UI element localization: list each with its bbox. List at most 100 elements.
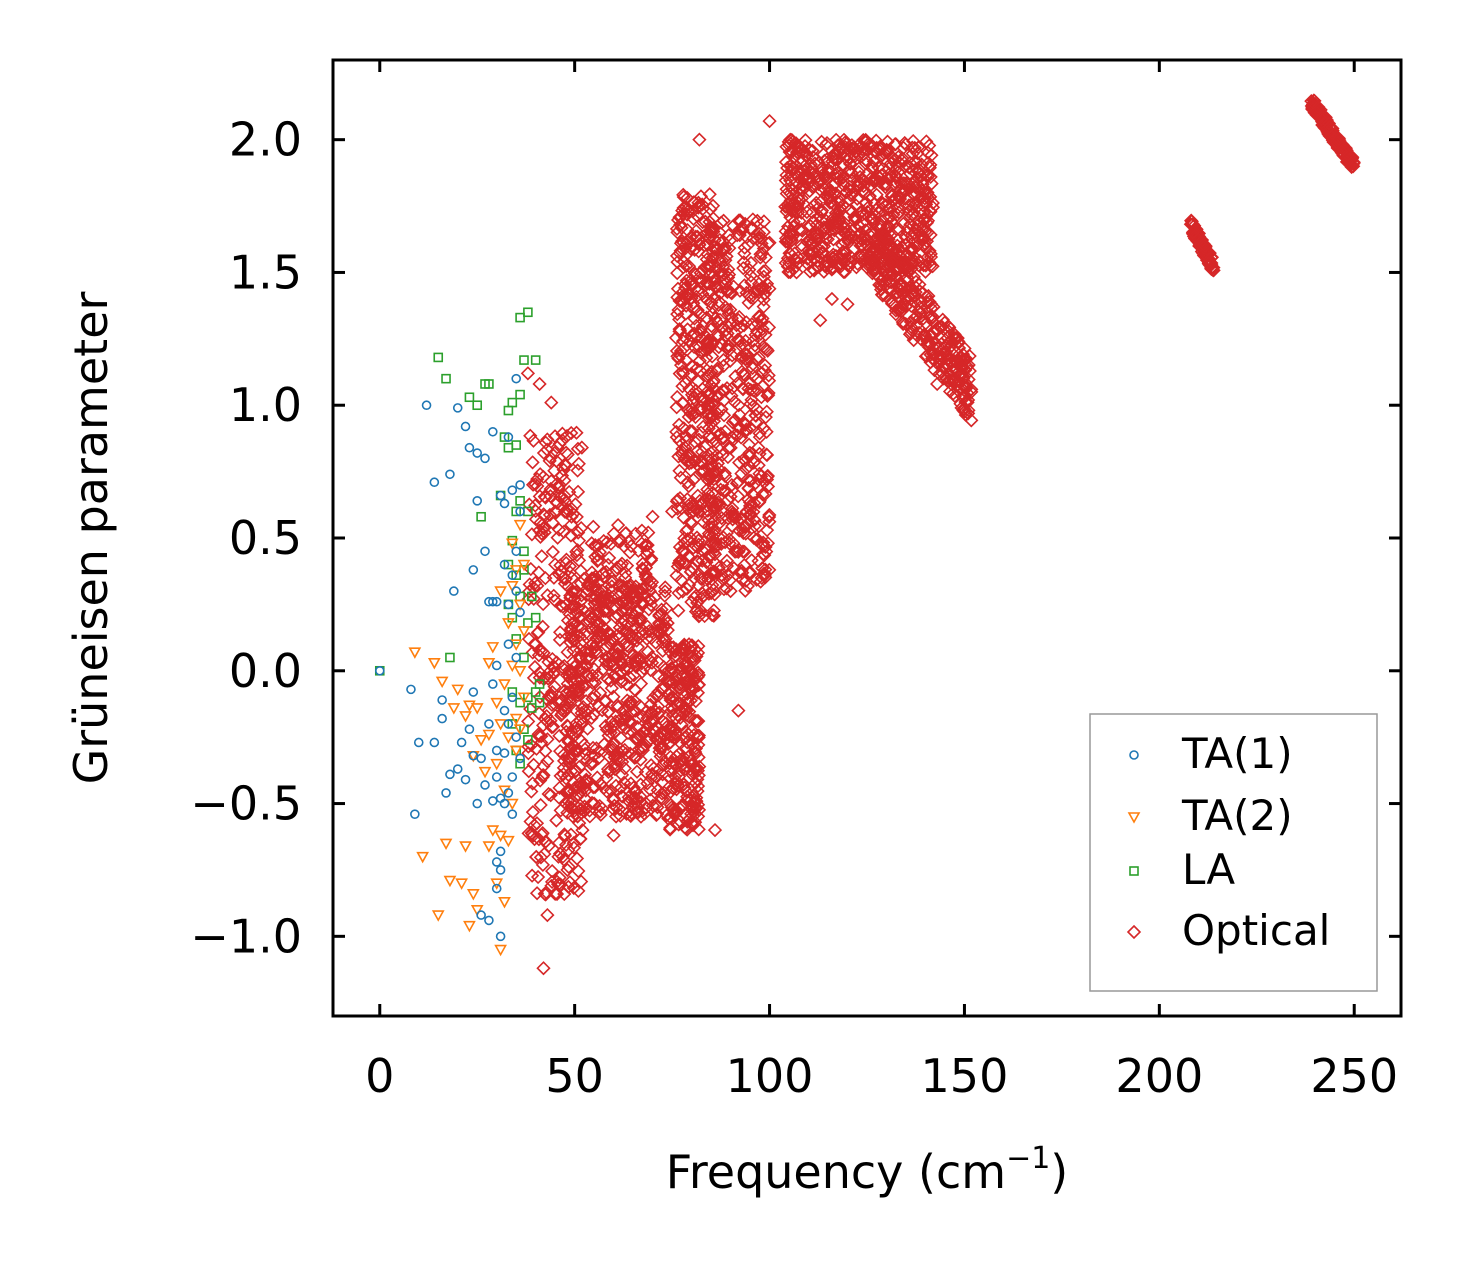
point-optical — [881, 209, 896, 225]
point-optical — [618, 570, 633, 585]
point-ta-2- — [466, 889, 480, 901]
point-ta-1- — [480, 546, 490, 557]
point-optical — [736, 452, 751, 467]
point-optical — [600, 604, 615, 619]
point-optical — [571, 780, 586, 795]
point-optical — [526, 433, 541, 448]
point-optical — [762, 113, 777, 129]
point-la — [519, 355, 529, 365]
point-optical — [577, 737, 592, 752]
point-optical — [691, 714, 706, 729]
point-optical — [617, 742, 632, 758]
point-ta-2- — [498, 785, 511, 797]
point-optical — [603, 673, 618, 688]
point-optical — [920, 225, 936, 240]
point-optical — [715, 571, 730, 587]
point-optical — [669, 248, 685, 264]
point-optical — [748, 476, 763, 491]
point-ta-1- — [507, 570, 518, 580]
point-optical — [692, 339, 707, 354]
point-optical — [569, 743, 584, 758]
point-optical — [701, 569, 716, 585]
point-ta-1- — [511, 652, 521, 663]
point-optical — [571, 456, 586, 471]
point-optical — [802, 175, 817, 190]
point-optical — [658, 611, 673, 626]
point-optical — [663, 685, 679, 700]
point-optical — [712, 312, 728, 327]
point-optical — [569, 544, 584, 559]
point-ta-2- — [517, 626, 531, 638]
point-optical — [643, 578, 658, 593]
point-optical — [721, 228, 736, 243]
point-optical — [657, 588, 672, 603]
point-optical — [1344, 159, 1359, 175]
point-optical — [790, 256, 806, 271]
point-optical — [570, 721, 586, 737]
point-optical — [638, 538, 653, 553]
point-ta-1- — [421, 400, 432, 411]
point-optical — [607, 750, 622, 765]
point-ta-1- — [495, 931, 506, 942]
point-optical — [558, 458, 574, 473]
point-optical — [658, 580, 673, 595]
point-optical — [728, 510, 744, 525]
point-optical — [545, 544, 560, 560]
point-optical — [700, 370, 716, 385]
point-optical — [1197, 238, 1213, 254]
point-optical — [657, 584, 673, 599]
point-optical — [600, 671, 615, 687]
point-optical — [602, 636, 617, 651]
point-ta-1- — [495, 846, 506, 857]
point-optical — [589, 613, 605, 629]
point-optical — [530, 472, 545, 487]
point-optical — [894, 176, 909, 191]
point-optical — [754, 570, 769, 585]
point-optical — [632, 698, 648, 713]
point-optical — [875, 147, 890, 163]
point-optical — [575, 715, 590, 731]
point-optical — [888, 136, 903, 152]
point-optical — [709, 279, 725, 295]
point-optical — [726, 218, 741, 233]
point-optical — [1311, 99, 1326, 115]
point-la — [534, 697, 545, 708]
point-optical — [692, 237, 707, 252]
point-optical — [675, 798, 690, 813]
point-optical — [643, 662, 658, 678]
point-ta-2- — [459, 711, 472, 723]
point-optical — [561, 859, 576, 875]
point-la — [519, 565, 529, 575]
point-optical — [783, 224, 799, 239]
point-optical — [801, 243, 816, 258]
point-optical — [803, 232, 818, 248]
point-optical — [521, 739, 536, 754]
point-ta-1- — [491, 883, 502, 894]
point-optical — [878, 288, 893, 304]
point-optical — [613, 808, 628, 823]
point-optical — [890, 207, 905, 222]
point-optical — [668, 730, 683, 746]
point-optical — [813, 313, 828, 328]
point-optical — [830, 165, 845, 181]
point-optical — [643, 705, 658, 720]
point-optical — [734, 364, 750, 379]
point-ta-2- — [498, 679, 511, 691]
point-optical — [587, 796, 602, 811]
point-optical — [737, 544, 752, 560]
point-optical — [701, 429, 716, 444]
point-optical — [663, 797, 679, 813]
point-optical — [740, 578, 756, 594]
point-optical — [680, 475, 695, 490]
point-optical — [702, 187, 717, 202]
point-optical — [642, 573, 658, 588]
point-ta-1- — [511, 546, 521, 557]
point-optical — [552, 780, 567, 795]
point-optical — [524, 868, 540, 883]
point-optical — [903, 180, 919, 195]
point-optical — [562, 690, 578, 705]
point-la — [534, 679, 545, 689]
point-optical — [905, 231, 920, 246]
point-ta-2- — [509, 745, 523, 758]
point-optical — [526, 591, 541, 606]
